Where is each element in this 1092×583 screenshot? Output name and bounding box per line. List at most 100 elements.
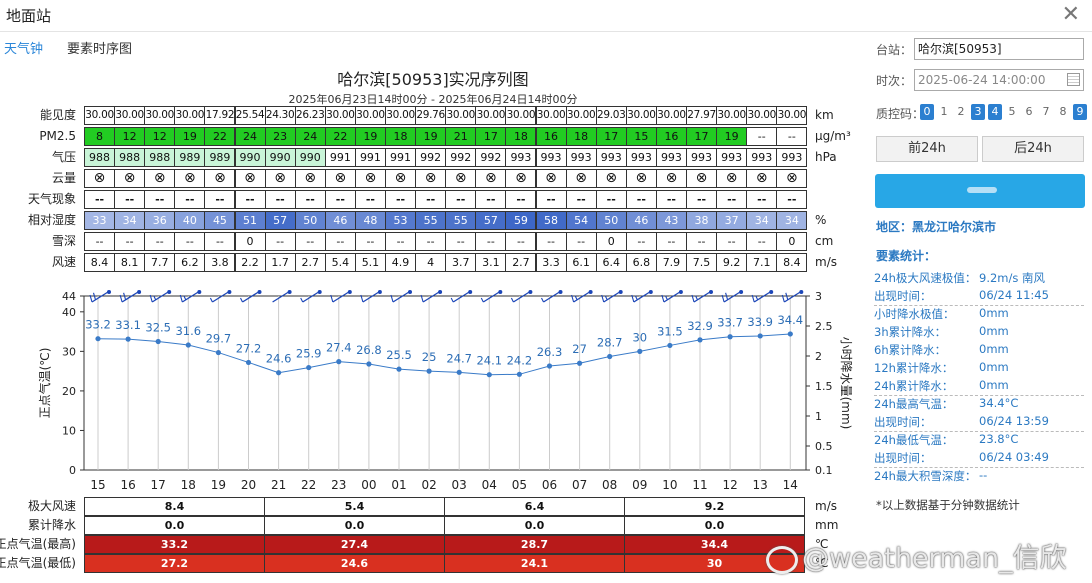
temperature-label: 25.5	[386, 348, 412, 362]
table-cell: 18	[385, 127, 417, 146]
table-cell: 993	[776, 148, 808, 167]
wind-barb	[390, 290, 412, 303]
y2-tick-label: 1	[815, 410, 822, 423]
table-cell: 990	[264, 148, 296, 167]
x-tick-label: 08	[602, 478, 617, 492]
table-cell: --	[595, 190, 627, 209]
table-cell: --	[385, 190, 417, 209]
table-cell: 2.7	[294, 253, 326, 272]
qc-code[interactable]: 0	[920, 104, 934, 120]
summary-row-unit: mm	[815, 518, 839, 532]
table-cell: 19	[354, 127, 386, 146]
table-cell: ⊗	[294, 169, 326, 188]
tab-weather-clock[interactable]: 天气钟	[4, 38, 44, 62]
table-cell: 12	[114, 127, 146, 146]
stat-key: 小时降水极值：	[874, 307, 955, 321]
table-cell: 30.00	[144, 106, 176, 125]
stat-row: 出现时间： 06/24 13:59	[874, 414, 1084, 432]
table-cell: ⊗	[776, 169, 808, 188]
table-cell: --	[475, 232, 507, 251]
table-cell: --	[204, 232, 236, 251]
qc-code[interactable]: 8	[1059, 105, 1067, 118]
table-cell: 22	[204, 127, 236, 146]
time-input[interactable]: 2025-06-24 14:00:00	[914, 69, 1084, 91]
query-button[interactable]	[875, 174, 1085, 208]
temperature-point	[95, 336, 101, 342]
table-cell: ⊗	[655, 169, 687, 188]
temperature-label: 32.5	[145, 320, 171, 334]
table-cell: 7.9	[655, 253, 687, 272]
table-cell: --	[174, 190, 206, 209]
summary-cell: 0.0	[84, 516, 265, 535]
next-24h-button[interactable]: 后24h	[982, 136, 1084, 162]
table-cell: 51	[234, 211, 266, 230]
table-cell: 18	[505, 127, 537, 146]
temperature-label: 31.6	[175, 324, 201, 338]
y-tick-label: 44	[62, 290, 76, 303]
qc-code[interactable]: 4	[988, 104, 1002, 120]
y2-tick-label: 1.5	[815, 380, 833, 393]
temperature-label: 33.9	[747, 315, 773, 329]
temperature-label: 28.7	[597, 336, 623, 350]
temperature-point	[456, 369, 462, 375]
table-cell: 40	[174, 211, 206, 230]
calendar-icon[interactable]	[1067, 73, 1080, 86]
table-cell: ⊗	[354, 169, 386, 188]
table-cell: ⊗	[324, 169, 356, 188]
row-label: 天气现象	[27, 192, 76, 206]
stat-value: 34.4°C	[979, 396, 1019, 410]
wind-barb	[751, 290, 774, 303]
table-cell: --	[354, 232, 386, 251]
table-cell: 5.1	[354, 253, 386, 272]
side-panel: 台站： 哈尔滨[50953] 时次： 2025-06-24 14:00:00 质…	[866, 32, 1092, 583]
stat-value: 0mm	[979, 306, 1009, 320]
table-cell: 30.00	[84, 106, 116, 125]
stat-value: --	[979, 468, 988, 482]
table-cell: ⊗	[505, 169, 537, 188]
temperature-label: 25	[422, 350, 437, 364]
table-cell: 5.4	[324, 253, 356, 272]
temperature-point	[637, 348, 643, 354]
table-cell: --	[655, 232, 687, 251]
prev-24h-button[interactable]: 前24h	[876, 136, 978, 162]
qc-code[interactable]: 2	[957, 105, 965, 118]
x-tick-label: 09	[632, 478, 647, 492]
qc-code[interactable]: 5	[1008, 105, 1016, 118]
station-input[interactable]: 哈尔滨[50953]	[914, 38, 1084, 60]
table-cell: 26.23	[294, 106, 326, 125]
table-cell: 27.97	[686, 106, 718, 125]
table-cell: 50	[294, 211, 326, 230]
table-cell: 24	[294, 127, 326, 146]
stat-value: 0mm	[979, 342, 1009, 356]
qc-code[interactable]: 6	[1025, 105, 1033, 118]
close-icon[interactable]: ✕	[1061, 2, 1080, 27]
qc-code[interactable]: 7	[1042, 105, 1050, 118]
table-cell: ⊗	[565, 169, 597, 188]
qc-code[interactable]: 3	[971, 104, 985, 120]
wind-barb	[571, 290, 593, 303]
summary-cell: 0.0	[624, 516, 805, 535]
table-cell: 30.00	[475, 106, 507, 125]
temperature-point	[577, 360, 583, 366]
table-cell: 993	[716, 148, 748, 167]
summary-cell: 6.4	[444, 497, 625, 516]
row-unit: μg/m³	[815, 129, 851, 143]
y-tick-label: 40	[62, 306, 76, 319]
summary-row-label: 极大风速	[27, 499, 76, 513]
stat-row: 24h最大积雪深度： --	[874, 468, 1084, 486]
temperature-point	[276, 370, 282, 376]
qc-code[interactable]: 9	[1073, 104, 1087, 120]
y2-tick-label: 3	[815, 290, 822, 303]
stat-value: 06/24 11:45	[979, 288, 1049, 302]
table-cell: 1.7	[264, 253, 296, 272]
temperature-label: 33.7	[717, 316, 743, 330]
table-cell: 50	[595, 211, 627, 230]
table-cell: --	[716, 232, 748, 251]
table-cell: ⊗	[234, 169, 266, 188]
table-cell: --	[625, 232, 657, 251]
table-cell: --	[535, 190, 567, 209]
table-cell: ⊗	[385, 169, 417, 188]
temperature-label: 24.2	[507, 353, 533, 367]
qc-code[interactable]: 1	[940, 105, 948, 118]
tab-element-timeseries[interactable]: 要素时序图	[67, 42, 133, 57]
